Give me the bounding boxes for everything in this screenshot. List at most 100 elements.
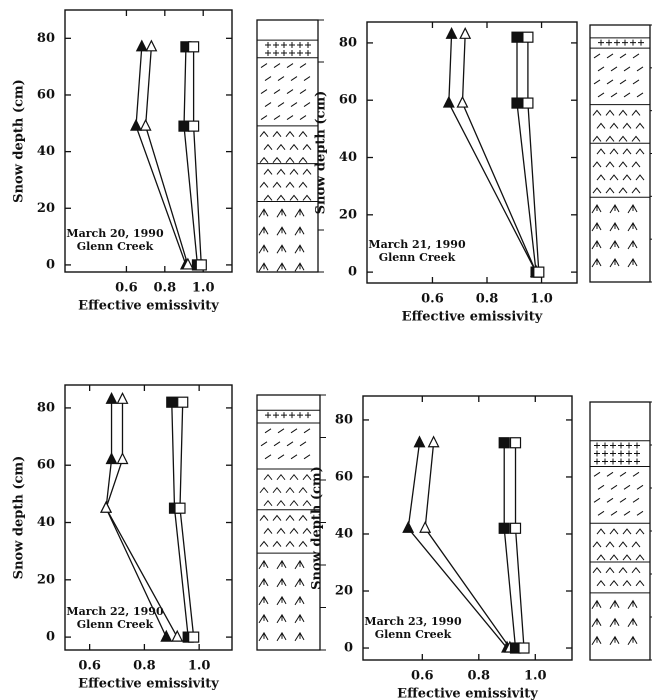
y-tick-label: 80: [37, 31, 55, 46]
x-axis-label: Effective emissivity: [402, 310, 543, 325]
triangle-marker: [141, 120, 151, 130]
strat-symbol: [260, 132, 311, 163]
strat-symbol: [594, 54, 643, 97]
strat-symbol: [260, 169, 311, 200]
figure: 0 20 40 60 80 0.6 0.8 1.0 Effective emissivity Sn…: [0, 0, 652, 700]
annotation: Glenn Creek: [379, 251, 456, 264]
triangle-marker: [447, 28, 457, 38]
annotation: Glenn Creek: [77, 240, 154, 253]
strat-symbol: [598, 40, 644, 46]
y-tick-label: 40: [335, 526, 353, 541]
y-tick-label: 20: [335, 584, 353, 599]
square-marker: [167, 397, 177, 407]
x-tick-label: 0.6: [421, 292, 444, 307]
square-marker: [196, 260, 206, 270]
triangle-marker: [107, 393, 117, 403]
square-marker: [523, 32, 533, 42]
square-marker: [189, 632, 199, 642]
annotation: March 23, 1990: [364, 615, 462, 628]
y-tick-label: 60: [339, 93, 357, 108]
strat-symbol: [592, 601, 637, 645]
strat-symbol: [593, 149, 644, 193]
y-tick-label: 20: [37, 572, 55, 587]
y-tick-label: 80: [335, 412, 353, 427]
triangle-marker: [101, 502, 111, 512]
triangle-marker: [161, 631, 171, 641]
strat-symbol: [259, 209, 304, 271]
y-tick-label: 0: [46, 630, 55, 645]
series-line: [517, 37, 536, 272]
y-tick-label: 60: [37, 87, 55, 102]
y-tick-label: 80: [339, 35, 357, 50]
triangle-marker: [131, 120, 141, 130]
y-axis-label: Snow depth (cm): [12, 456, 27, 580]
strat-symbol: [259, 561, 304, 641]
square-marker: [519, 643, 529, 653]
x-tick-label: 0.8: [154, 281, 177, 296]
square-marker: [523, 98, 533, 108]
y-axis-label: Snow depth (cm): [12, 79, 27, 203]
triangle-marker: [457, 97, 467, 107]
x-tick-label: 0.8: [476, 292, 499, 307]
square-marker: [512, 98, 522, 108]
strat-symbol: [265, 42, 311, 56]
y-tick-label: 40: [37, 515, 55, 530]
square-marker: [499, 438, 509, 448]
y-axis-label: Snow depth (cm): [310, 466, 325, 590]
triangle-marker: [460, 28, 470, 38]
triangle-marker: [429, 437, 439, 447]
triangle-marker: [137, 41, 147, 51]
strat-symbol: [593, 568, 644, 586]
triangle-marker: [414, 437, 424, 447]
strat-symbol: [261, 429, 310, 459]
square-marker: [175, 503, 185, 513]
triangle-marker: [146, 41, 156, 51]
panel: 0 20 40 60 80 0.6 0.8 1.0 Effective emissivity Sn…: [12, 385, 327, 692]
strat-symbol: [260, 516, 311, 547]
square-marker: [511, 438, 521, 448]
annotation: Glenn Creek: [77, 618, 154, 631]
square-marker: [179, 121, 189, 131]
x-tick-label: 0.6: [411, 669, 434, 684]
strat-symbol: [592, 205, 637, 267]
x-tick-label: 1.0: [188, 659, 211, 674]
strat-symbol: [593, 110, 644, 141]
triangle-marker: [172, 631, 182, 641]
strat-symbol: [261, 64, 310, 120]
strat-column: [590, 25, 650, 282]
square-marker: [512, 32, 522, 42]
x-axis-label: Effective emissivity: [397, 687, 538, 700]
x-tick-label: 0.8: [133, 659, 156, 674]
x-tick-label: 1.0: [530, 292, 553, 307]
x-tick-label: 0.6: [115, 281, 138, 296]
triangle-marker: [444, 97, 454, 107]
square-marker: [189, 42, 199, 52]
square-marker: [178, 397, 188, 407]
x-tick-label: 0.6: [78, 659, 101, 674]
triangle-marker: [403, 522, 413, 532]
x-axis-label: Effective emissivity: [78, 677, 219, 692]
strat-symbol: [260, 475, 311, 506]
series-line: [516, 443, 524, 648]
y-tick-label: 0: [344, 641, 353, 656]
strat-symbol: [265, 412, 311, 418]
triangle-marker: [420, 522, 430, 532]
triangle-marker: [117, 453, 127, 463]
y-tick-label: 20: [339, 207, 357, 222]
series-line: [528, 37, 539, 272]
x-tick-label: 1.0: [524, 669, 547, 684]
square-marker: [534, 267, 544, 277]
square-marker: [189, 121, 199, 131]
y-tick-label: 40: [339, 150, 357, 165]
x-tick-label: 1.0: [192, 281, 215, 296]
triangle-marker: [107, 453, 117, 463]
y-tick-label: 80: [37, 400, 55, 415]
y-tick-label: 60: [335, 469, 353, 484]
annotation: Glenn Creek: [375, 628, 452, 641]
y-tick-label: 60: [37, 458, 55, 473]
y-tick-label: 0: [348, 265, 357, 280]
series-line: [172, 402, 188, 637]
series-line: [180, 402, 194, 637]
